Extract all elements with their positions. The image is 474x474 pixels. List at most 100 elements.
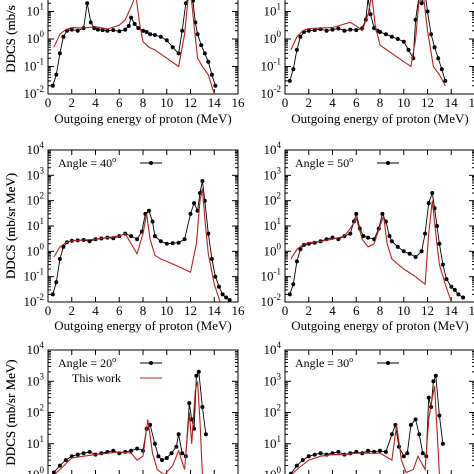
y-tick-label-top-right: 10-1 <box>261 57 282 74</box>
data-point-bottom-right <box>433 373 438 378</box>
x-tick-label-top-left: 4 <box>92 95 99 110</box>
x-axis-label-top-right: Outgoing energy of proton (MeV) <box>291 111 468 126</box>
x-tick-label-middle-left: 8 <box>140 303 147 318</box>
data-point-middle-left <box>192 201 197 206</box>
y-tick-label-middle-left: 104 <box>27 140 45 157</box>
data-point-middle-right <box>452 287 457 292</box>
data-point-bottom-right <box>300 458 305 463</box>
data-point-top-left <box>61 34 66 39</box>
data-point-middle-right <box>449 284 454 289</box>
series-line-this_work-middle-left <box>53 188 221 302</box>
series-line-experiment-top-left <box>52 0 216 86</box>
data-point-bottom-left <box>51 470 56 474</box>
data-point-bottom-right <box>431 379 436 384</box>
data-point-middle-left <box>188 211 193 216</box>
data-point-top-right <box>413 17 418 22</box>
y-tick-label-bottom-right: 101 <box>264 434 282 451</box>
data-point-top-right <box>378 30 382 34</box>
data-point-middle-left <box>135 237 140 242</box>
data-point-top-left <box>213 83 218 88</box>
data-point-middle-left <box>176 240 181 245</box>
data-point-top-left <box>75 28 80 33</box>
data-point-middle-left <box>217 284 221 289</box>
legend-marker-experiment-bottom-right <box>386 361 390 365</box>
data-point-middle-right <box>419 249 424 254</box>
data-point-middle-left <box>227 298 232 302</box>
data-point-top-right <box>294 47 299 52</box>
series-line-experiment-top-right <box>289 0 446 82</box>
series-line-this_work-bottom-left <box>54 381 203 474</box>
x-tick-label-middle-right: 14 <box>445 303 459 318</box>
x-tick-label-middle-left: 14 <box>208 303 222 318</box>
y-tick-label-middle-right: 103 <box>264 165 282 182</box>
y-tick-label-bottom-left: 104 <box>27 340 45 357</box>
data-point-middle-right <box>366 235 371 240</box>
data-point-top-left <box>202 51 207 56</box>
series-group-middle-left <box>50 179 232 302</box>
data-point-top-left <box>199 43 204 48</box>
data-point-top-left <box>180 28 185 33</box>
x-tick-label-top-right: 16 <box>469 95 474 110</box>
data-point-bottom-right <box>366 448 371 453</box>
x-tick-label-middle-right: 2 <box>306 303 313 318</box>
series-line-this_work-top-right <box>290 0 446 86</box>
data-point-bottom-left <box>176 432 181 437</box>
x-tick-label-top-right: 8 <box>377 95 384 110</box>
y-tick-label-bottom-right: 103 <box>264 371 282 388</box>
data-point-middle-left <box>87 239 92 244</box>
data-point-middle-right <box>395 244 400 249</box>
data-point-middle-right <box>435 224 439 228</box>
data-point-middle-right <box>440 262 445 267</box>
data-point-middle-left <box>129 234 134 239</box>
y-tick-label-middle-right: 101 <box>264 216 282 233</box>
legend-marker-experiment-middle-right <box>386 161 390 165</box>
legend-label-middle-right: Angle = 50o <box>295 155 353 170</box>
y-axis-label-top-right: DDCS (mb/s <box>3 5 18 73</box>
legend-marker-experiment-bottom-left <box>149 361 153 365</box>
y-tick-label-middle-left: 100 <box>27 241 45 258</box>
x-tick-label-top-right: 2 <box>306 95 313 110</box>
data-point-top-left <box>126 23 131 28</box>
data-point-top-right <box>354 28 359 33</box>
y-tick-label-middle-left: 10-1 <box>24 267 45 284</box>
y-tick-label-middle-right: 104 <box>264 140 282 157</box>
data-point-middle-left <box>150 219 155 224</box>
data-point-top-left <box>164 38 169 43</box>
legend-marker-experiment-middle-left <box>149 161 153 165</box>
data-point-bottom-right <box>413 417 418 422</box>
x-tick-label-middle-left: 2 <box>69 303 76 318</box>
data-point-top-right <box>312 28 317 33</box>
x-tick-label-top-left: 8 <box>140 95 147 110</box>
data-point-bottom-left <box>152 441 157 446</box>
x-tick-label-middle-right: 6 <box>353 303 360 318</box>
x-axis-label-top-left: Outgoing energy of proton (MeV) <box>54 111 231 126</box>
data-point-bottom-right <box>378 448 382 453</box>
y-tick-label-middle-right: 100 <box>264 241 282 258</box>
series-line-this_work-top-left <box>53 0 215 94</box>
y-tick-label-middle-left: 10-2 <box>24 292 45 309</box>
data-point-middle-left <box>170 241 175 246</box>
data-point-top-right <box>436 56 441 61</box>
x-tick-label-middle-right: 4 <box>329 303 336 318</box>
data-point-top-right <box>291 67 296 72</box>
series-group-bottom-left <box>51 369 208 474</box>
x-tick-label-top-left: 12 <box>184 95 197 110</box>
x-tick-label-top-left: 10 <box>160 95 173 110</box>
series-line-this_work-middle-right <box>290 200 452 302</box>
data-point-middle-right <box>291 282 296 287</box>
data-point-top-left <box>100 28 105 33</box>
data-point-middle-right <box>361 234 366 239</box>
data-point-bottom-left <box>160 458 164 463</box>
data-point-top-right <box>383 32 388 37</box>
x-tick-label-top-left: 2 <box>69 95 76 110</box>
data-point-top-right <box>306 28 311 33</box>
data-point-bottom-right <box>318 451 323 456</box>
data-point-bottom-right <box>408 422 413 427</box>
data-point-top-right <box>336 26 341 31</box>
data-point-top-right <box>406 47 411 52</box>
series-group-top-right <box>287 0 448 86</box>
y-tick-label-bottom-right: 100 <box>264 465 282 474</box>
data-point-middle-right <box>401 249 406 254</box>
data-point-top-left <box>50 83 55 88</box>
